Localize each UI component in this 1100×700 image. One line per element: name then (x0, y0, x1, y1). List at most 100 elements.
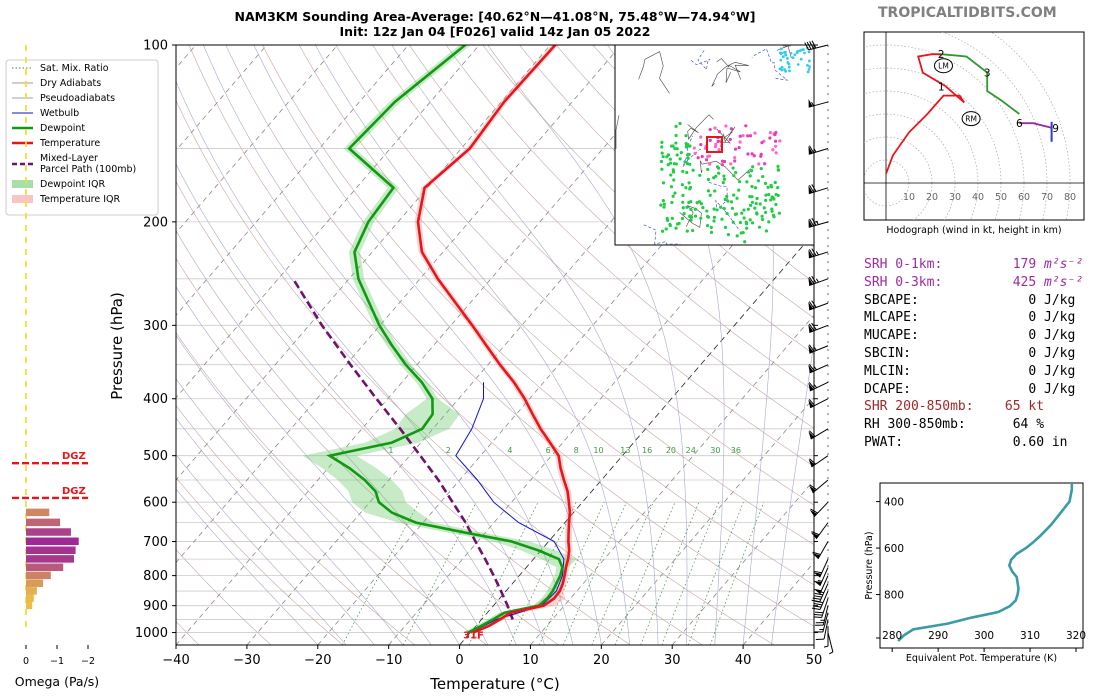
barb-staff (815, 522, 829, 540)
barb-staff (819, 567, 829, 587)
pseudo-adiabat (176, 488, 319, 645)
y-axis-label: Pressure (hPa) (108, 292, 126, 400)
mixing-ratio-line (538, 502, 605, 645)
radar-echo-snow (799, 57, 803, 61)
radar-echo (739, 231, 743, 235)
param-row: RH 300-850mb: 64 % (864, 416, 1083, 434)
skewt-frame (175, 44, 815, 646)
radar-echo (714, 142, 718, 146)
barb-staff (822, 612, 829, 633)
barb-flag (808, 459, 815, 468)
radar-echo (660, 145, 664, 149)
wind-barb (808, 217, 829, 228)
hodograph-ring-label: 60 (1018, 192, 1030, 203)
barb-full (809, 218, 815, 227)
dry-adiabat (176, 180, 631, 645)
legend: Sat. Mix. Ratio Dry Adiabats Pseudoadiabat… (5, 59, 159, 216)
barb-staff (819, 575, 829, 595)
radar-echo (745, 226, 749, 230)
radar-echo (666, 153, 671, 157)
x-tick-label: −10 (375, 653, 402, 668)
radar-echo (742, 216, 746, 220)
radar-echo (712, 207, 716, 211)
barb-flag (808, 98, 813, 108)
wind-barb (808, 364, 829, 374)
radar-echo (767, 192, 771, 197)
wind-barb (813, 598, 829, 618)
wind-barb (815, 605, 829, 626)
barb-staff (819, 590, 829, 610)
pseudo-adiabat (176, 417, 375, 645)
radar-echo (673, 191, 677, 195)
barb-full (810, 508, 818, 514)
radar-echo (708, 127, 712, 132)
radar-echo (691, 228, 695, 233)
radar-echo (705, 209, 709, 213)
theta-e-x-label: Equivalent Pot. Temperature (K) (906, 653, 1057, 664)
barb-flag (808, 249, 813, 258)
legend-label: Temperature IQR (39, 194, 120, 205)
omega-bar (26, 518, 61, 527)
radar-echo (768, 136, 772, 140)
param-label: SRH 0-3km: (864, 274, 990, 290)
radar-echo (738, 220, 743, 225)
barb-staff (809, 381, 829, 392)
y-tick-label: 600 (143, 496, 168, 511)
radar-echo (735, 234, 739, 238)
theta-e-y-tick-label: 600 (884, 543, 904, 555)
skewt-background-lines: 1 2 4 6 8 10 13 16 20 24 30 36 (176, 45, 814, 645)
radar-echo (708, 193, 712, 197)
mixing-ratio-label: 36 (731, 446, 741, 455)
pseudo-adiabat (487, 45, 688, 645)
radar-echo (715, 208, 719, 212)
radar-echo-snow (808, 65, 812, 69)
barb-full (808, 344, 815, 352)
mixing-ratio-line (614, 502, 676, 645)
barb-full (812, 551, 821, 556)
radar-echo (699, 135, 703, 139)
radar-echo (675, 147, 679, 151)
param-value: 0 (1028, 381, 1037, 397)
radar-echo (659, 159, 663, 164)
radar-echo (692, 146, 696, 150)
mixing-ratio-label: 1 (388, 446, 393, 455)
inset-boundary (751, 48, 789, 81)
barb-full (808, 276, 815, 285)
radar-echo (750, 221, 755, 225)
wind-barb (813, 567, 829, 587)
isotherm (459, 232, 814, 645)
pseudo-adiabat (253, 45, 602, 645)
barb-full (811, 184, 817, 192)
param-row: DCAPE: 0 J/kg (864, 381, 1083, 399)
radar-echo-snow (791, 56, 795, 60)
radar-echo-snow (801, 48, 805, 51)
radar-echo (720, 163, 724, 167)
radar-echo (659, 203, 663, 207)
inset-boundary (615, 115, 620, 149)
param-unit: J/kg (1044, 328, 1076, 344)
radar-echo-snow (808, 59, 811, 63)
radar-echo (669, 173, 673, 177)
radar-echo (767, 220, 771, 224)
radar-echo (746, 170, 750, 174)
barb-full (813, 603, 823, 606)
radar-echo (685, 205, 689, 209)
hodograph-ring-label: 10 (903, 192, 915, 203)
radar-echo (740, 211, 744, 215)
radar-echo (681, 206, 685, 210)
radar-echo (689, 215, 694, 219)
hodograph-height-label: 9 (1052, 123, 1059, 135)
radar-echo (709, 230, 714, 234)
storm-motion-label: RM (965, 115, 977, 124)
radar-echo (725, 194, 729, 199)
radar-echo (722, 177, 727, 181)
isotherm (176, 45, 480, 399)
barb-full (804, 42, 810, 51)
barb-full (808, 301, 815, 309)
barb-flag (808, 431, 815, 440)
radar-echo (674, 226, 678, 230)
theta-e-content (897, 483, 1074, 642)
radar-echo-snow (798, 49, 802, 53)
radar-echo (675, 222, 680, 226)
radar-echo (666, 163, 670, 167)
